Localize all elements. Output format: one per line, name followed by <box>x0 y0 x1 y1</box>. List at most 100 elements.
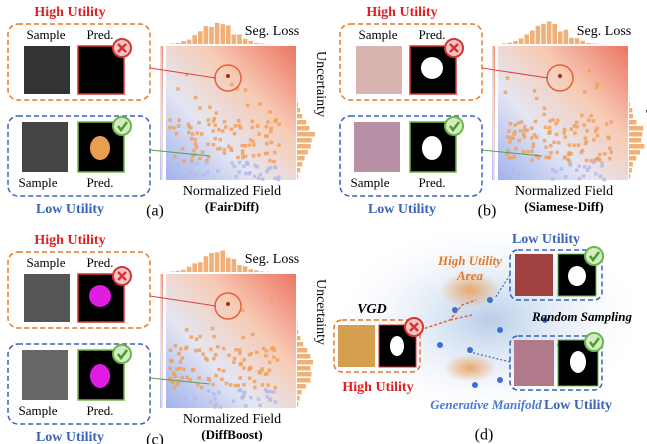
scatter-dot <box>195 162 199 166</box>
scatter-dot <box>551 168 555 172</box>
scatter-dot <box>212 392 216 396</box>
side-histogram-bar <box>297 108 300 113</box>
scatter-dot <box>198 348 202 352</box>
scatter-dot <box>508 140 512 144</box>
sample-point <box>497 327 503 333</box>
scatter-dot <box>195 145 199 149</box>
scatter-dot <box>568 161 572 165</box>
scatter-dot <box>214 353 218 357</box>
top-histogram-bar <box>220 251 225 272</box>
side-histogram-bar <box>629 114 633 119</box>
scatter-dot <box>523 129 527 133</box>
method-label: (DiffBoost) <box>201 427 262 442</box>
scatter-dot <box>575 121 579 125</box>
top-histogram-bar <box>519 38 524 44</box>
scatter-dot <box>533 89 537 93</box>
top-histogram-bar <box>580 41 585 44</box>
scatter-dot <box>179 347 183 351</box>
scatter-dot <box>256 124 260 128</box>
scatter-dot <box>569 127 573 131</box>
scatter-dot <box>548 155 552 159</box>
y-axis-label: Uncertainty <box>313 51 328 117</box>
scatter-dot <box>189 170 193 174</box>
scatter-dot <box>264 349 268 353</box>
scatter-dot <box>233 357 237 361</box>
scatter-dot <box>537 156 541 160</box>
colorbar <box>160 46 163 180</box>
scatter-dot <box>196 131 200 135</box>
side-histogram-bar <box>297 132 315 137</box>
scatter-dot <box>584 136 588 140</box>
scatter-dot <box>191 403 195 407</box>
scatter-dot <box>269 390 273 394</box>
side-histogram-bar <box>297 144 311 149</box>
scatter-dot <box>592 119 596 123</box>
side-histogram-bar <box>297 384 306 389</box>
high-utility-label: High Utility <box>366 5 437 20</box>
scatter-dot <box>575 168 579 172</box>
scatter-dot <box>264 354 268 358</box>
pred-label: Pred. <box>418 27 445 42</box>
scatter-dot <box>220 378 224 382</box>
scatter-dot <box>234 348 238 352</box>
top-histogram-bar <box>254 43 259 44</box>
scatter-dot <box>223 120 227 124</box>
scatter-dot <box>560 167 564 171</box>
scatter-dot <box>207 123 211 127</box>
sample-point <box>487 297 493 303</box>
scatter-dot <box>568 143 572 147</box>
scatter-dot <box>268 368 272 372</box>
side-histogram-bar <box>297 336 300 341</box>
scatter-dot <box>233 165 237 169</box>
sample-image <box>515 254 553 296</box>
scatter-dot <box>230 127 234 131</box>
pred-label: Pred. <box>86 27 113 42</box>
scatter-dot <box>259 173 263 177</box>
top-histogram-bar <box>260 271 265 272</box>
scatter-dot <box>241 149 245 153</box>
hist-label: Seg. Loss <box>245 252 299 267</box>
sample-point <box>472 382 478 388</box>
top-histogram-bar <box>569 38 574 44</box>
scatter-dot <box>273 348 277 352</box>
scatter-dot <box>237 389 241 393</box>
scatter-dot <box>201 151 205 155</box>
scatter-dot <box>268 110 272 114</box>
scatter-dot <box>562 131 566 135</box>
scatter-dot <box>234 384 238 388</box>
scatter-dot <box>585 129 589 133</box>
scatter-dot <box>169 348 173 352</box>
top-histogram-bar <box>198 31 203 44</box>
low-utility-label: Low Utility <box>544 398 612 413</box>
scatter-dot <box>168 367 172 371</box>
top-histogram-bar <box>552 24 557 44</box>
vgd-label: VGD <box>357 302 387 317</box>
method-label: (FairDiff) <box>205 199 259 214</box>
scatter-dot <box>585 159 589 163</box>
side-histogram-bar <box>297 378 311 383</box>
scatter-dot <box>257 132 261 136</box>
scatter-dot <box>191 132 195 136</box>
scatter-dot <box>608 157 612 161</box>
scatter-dot <box>218 368 222 372</box>
scatter-dot <box>177 119 181 123</box>
scatter-dot <box>198 157 202 161</box>
top-histogram-bar <box>248 269 253 272</box>
scatter-dot <box>511 168 515 172</box>
top-histogram-bar <box>536 26 541 44</box>
scatter-dot <box>242 164 246 168</box>
scatter-dot <box>555 151 559 155</box>
top-histogram-bar <box>508 43 513 44</box>
scatter-dot <box>598 158 602 162</box>
top-histogram-bar <box>220 24 225 44</box>
side-histogram-bar <box>629 150 640 155</box>
scatter-dot <box>270 299 274 303</box>
scatter-dot <box>543 139 547 143</box>
scatter-dot <box>522 133 526 137</box>
top-histogram-bar <box>237 34 242 44</box>
scatter-dot <box>261 177 265 181</box>
scatter-dot <box>245 162 249 166</box>
scatter-dot <box>208 105 212 109</box>
scatter-dot <box>502 168 506 172</box>
